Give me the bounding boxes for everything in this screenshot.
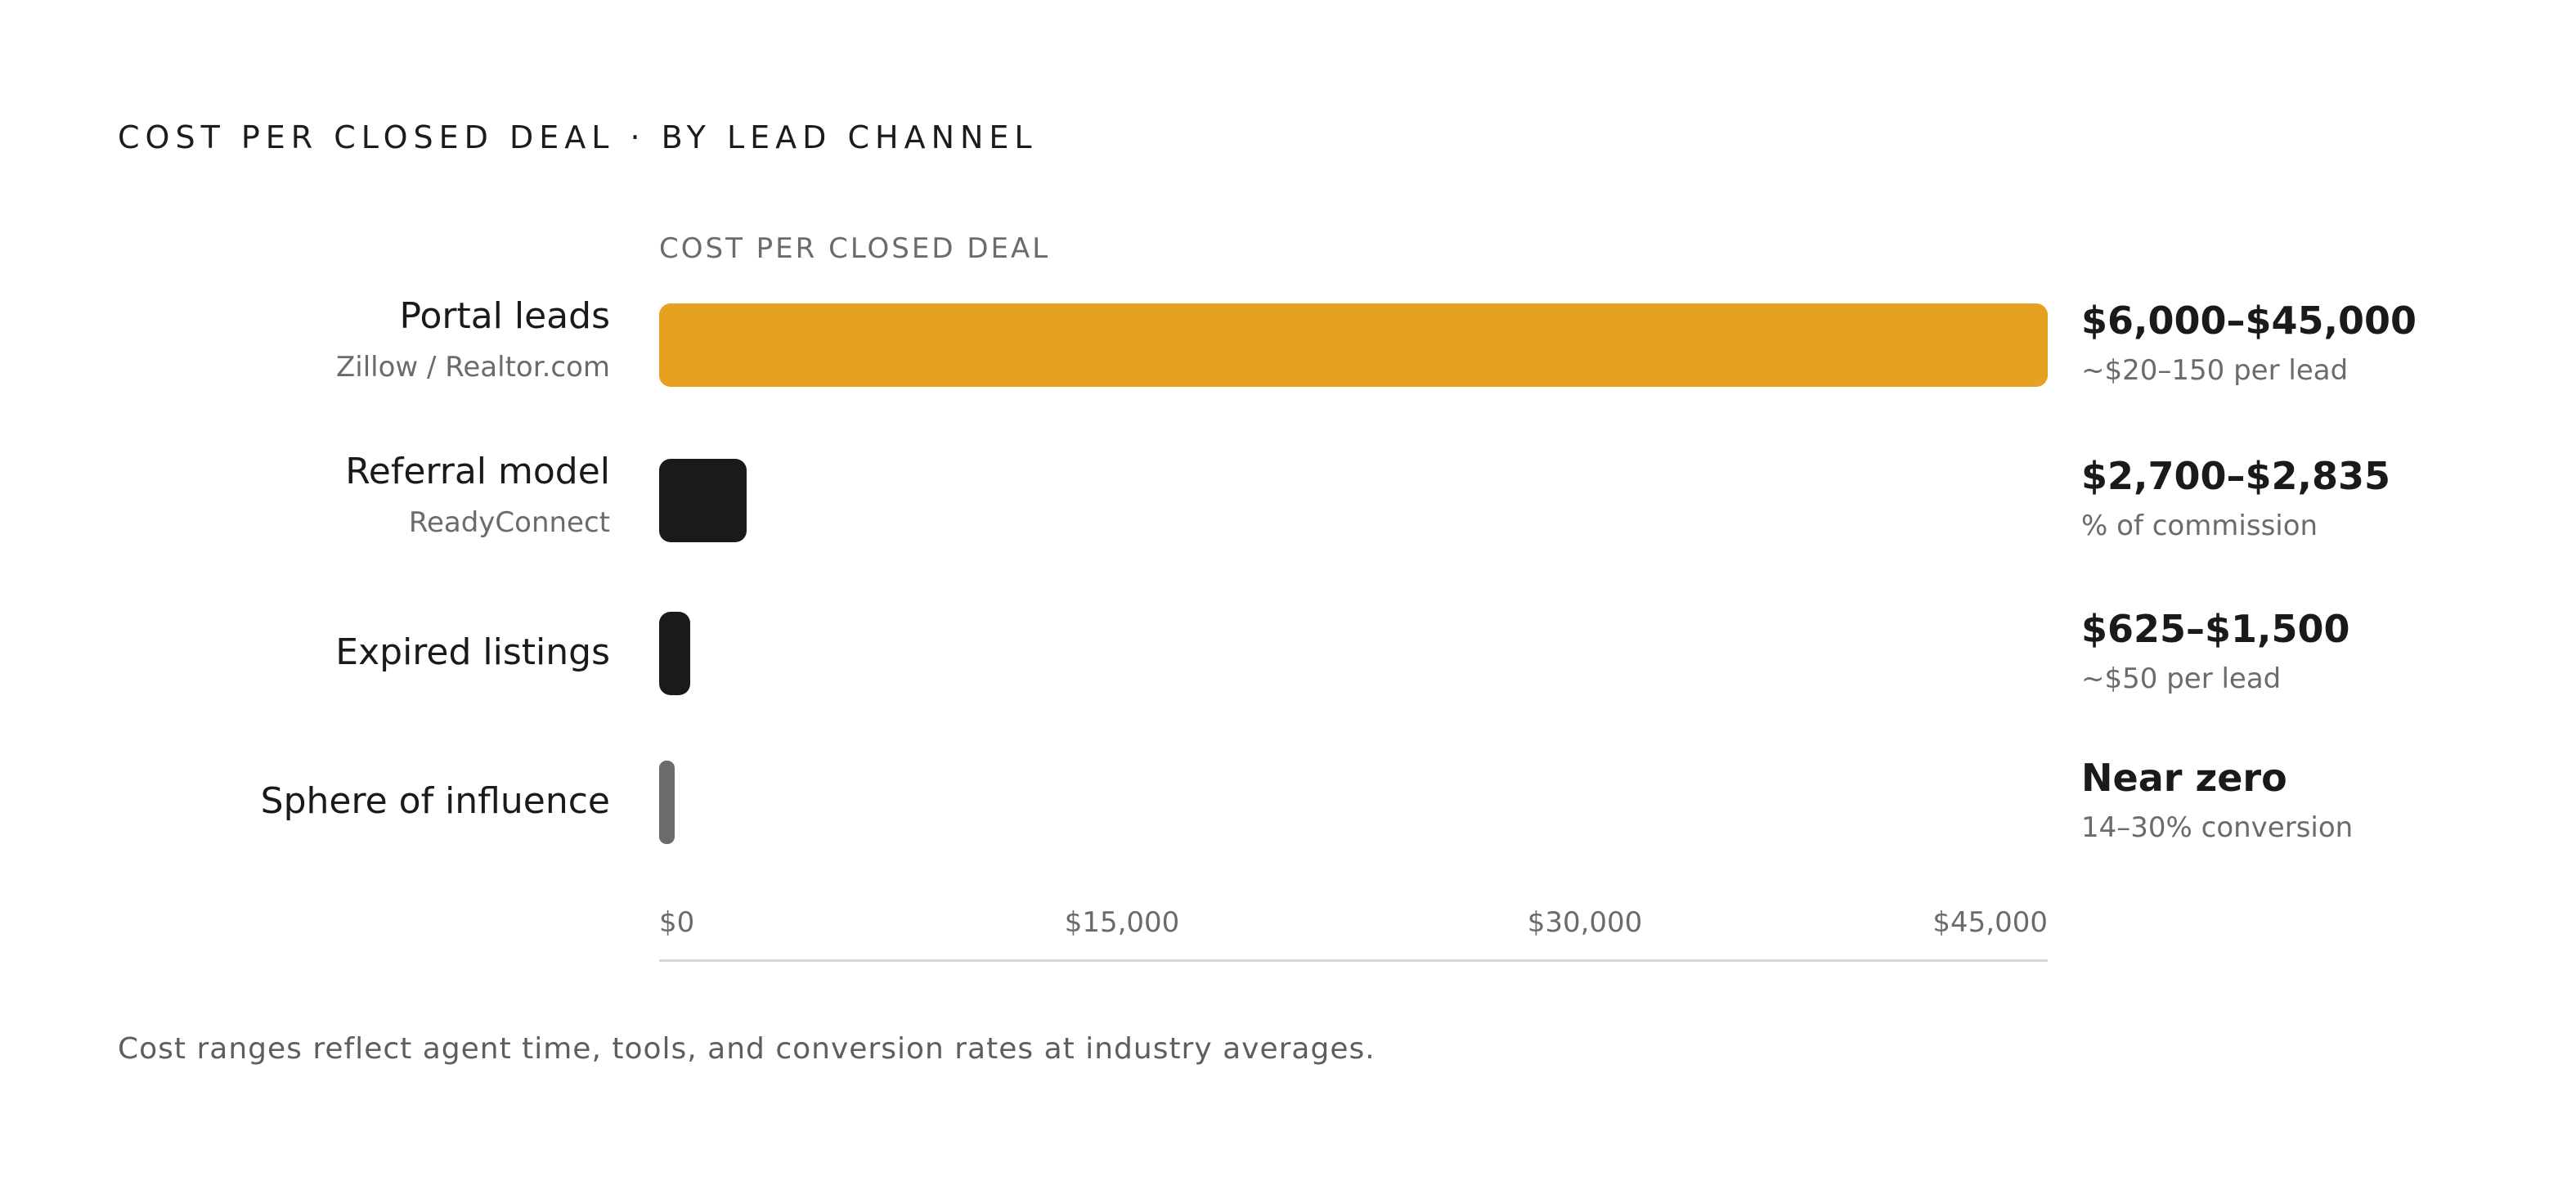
category-label: Referral model ReadyConnect	[345, 451, 610, 541]
bar	[659, 303, 2048, 387]
value-sublabel: 14–30% conversion	[2081, 811, 2354, 844]
value-annotation: $625–$1,500 ~$50 per lead	[2081, 607, 2350, 697]
category-name: Portal leads	[399, 295, 610, 337]
category-name: Referral model	[345, 451, 610, 492]
tick-label: $15,000	[1064, 906, 1180, 939]
value-annotation: Near zero 14–30% conversion	[2081, 756, 2353, 846]
value-label: Near zero	[2081, 756, 2287, 800]
tick-label: $45,000	[1932, 906, 2048, 939]
category-sublabel: Zillow / Realtor.com	[335, 351, 610, 384]
category-name: Expired listings	[335, 631, 610, 673]
axis-caption: COST PER CLOSED DEAL	[659, 232, 1051, 265]
tick-label: $0	[659, 906, 695, 939]
value-sublabel: % of commission	[2081, 510, 2318, 542]
value-annotation: $2,700–$2,835 % of commission	[2081, 454, 2390, 544]
chart-title: COST PER CLOSED DEAL · BY LEAD CHANNEL	[118, 119, 1038, 155]
bar	[659, 761, 675, 844]
category-label: Expired listings	[335, 631, 610, 674]
value-label: $2,700–$2,835	[2081, 454, 2391, 498]
category-label: Portal leads Zillow / Realtor.com	[336, 295, 610, 385]
tick-label: $30,000	[1527, 906, 1643, 939]
category-label: Sphere of influence	[261, 780, 610, 823]
value-label: $6,000–$45,000	[2081, 299, 2417, 343]
value-label: $625–$1,500	[2081, 607, 2350, 651]
footnote: Cost ranges reflect agent time, tools, a…	[118, 1032, 1376, 1066]
x-axis-line	[659, 959, 2048, 962]
category-sublabel: ReadyConnect	[408, 506, 610, 539]
category-name: Sphere of influence	[260, 780, 610, 822]
value-sublabel: ~$20–150 per lead	[2081, 354, 2349, 387]
value-annotation: $6,000–$45,000 ~$20–150 per lead	[2081, 299, 2417, 388]
bar	[659, 612, 690, 695]
value-sublabel: ~$50 per lead	[2081, 662, 2282, 695]
bar	[659, 459, 747, 542]
